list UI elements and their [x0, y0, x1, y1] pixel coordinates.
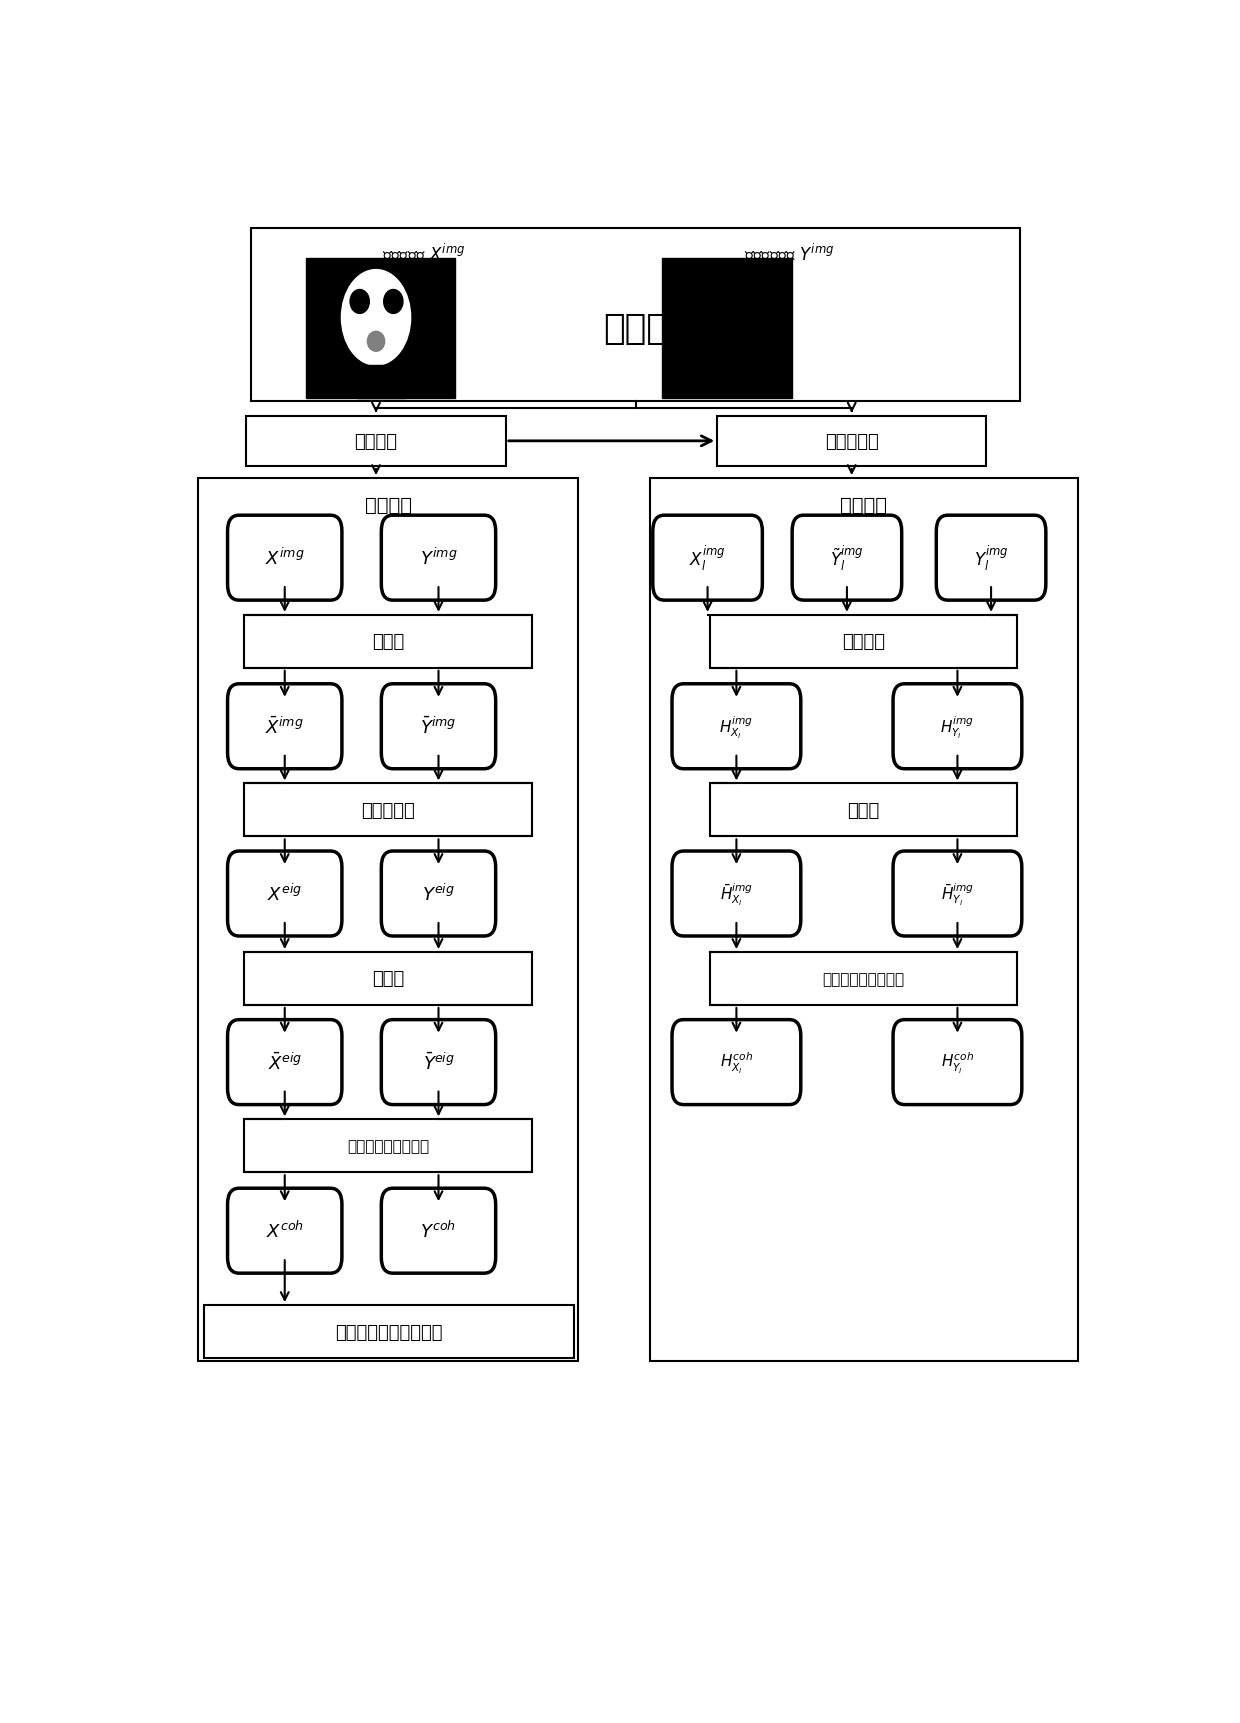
Text: 局部细化: 局部细化	[841, 496, 888, 515]
Text: $H^{img}_{Y_l}$: $H^{img}_{Y_l}$	[940, 713, 975, 741]
Text: $Y^{coh}$: $Y^{coh}$	[420, 1220, 456, 1242]
FancyBboxPatch shape	[652, 515, 763, 601]
FancyBboxPatch shape	[382, 851, 496, 936]
Text: $\bar{H}^{img}_{X_l}$: $\bar{H}^{img}_{X_l}$	[719, 880, 753, 908]
Text: 计算残差: 计算残差	[842, 632, 885, 651]
FancyBboxPatch shape	[893, 1020, 1022, 1104]
FancyBboxPatch shape	[198, 479, 578, 1361]
FancyBboxPatch shape	[792, 515, 901, 601]
FancyBboxPatch shape	[228, 1189, 342, 1273]
Ellipse shape	[383, 291, 403, 314]
FancyBboxPatch shape	[203, 1306, 574, 1358]
FancyBboxPatch shape	[244, 784, 532, 837]
Text: $Y^{eig}$: $Y^{eig}$	[422, 884, 455, 905]
FancyBboxPatch shape	[711, 784, 1018, 837]
FancyBboxPatch shape	[936, 515, 1045, 601]
Ellipse shape	[350, 291, 370, 314]
Text: $\bar{X}^{img}$: $\bar{X}^{img}$	[265, 717, 304, 737]
FancyBboxPatch shape	[893, 684, 1022, 768]
Text: $X^{eig}$: $X^{eig}$	[267, 884, 303, 905]
Text: $X^{img}$: $X^{img}$	[265, 548, 305, 569]
FancyBboxPatch shape	[672, 1020, 801, 1104]
Text: $\bar{Y}^{eig}$: $\bar{Y}^{eig}$	[423, 1053, 455, 1073]
Text: 中心化: 中心化	[372, 970, 404, 987]
Text: 中心化: 中心化	[372, 632, 404, 651]
Text: 数据集: 数据集	[603, 312, 668, 346]
Text: 主分量分析: 主分量分析	[361, 801, 415, 820]
Text: $\tilde{Y}^{img}_{l}$: $\tilde{Y}^{img}_{l}$	[830, 544, 864, 572]
FancyBboxPatch shape	[306, 258, 455, 398]
FancyBboxPatch shape	[228, 515, 342, 601]
FancyBboxPatch shape	[357, 365, 404, 398]
Text: $Y^{img}_{l}$: $Y^{img}_{l}$	[973, 544, 1008, 572]
FancyBboxPatch shape	[244, 1120, 532, 1173]
FancyBboxPatch shape	[382, 515, 496, 601]
Text: $H^{coh}_{X_l}$: $H^{coh}_{X_l}$	[720, 1049, 753, 1075]
FancyBboxPatch shape	[250, 229, 1019, 401]
FancyBboxPatch shape	[382, 684, 496, 768]
FancyBboxPatch shape	[228, 1020, 342, 1104]
Ellipse shape	[367, 333, 384, 351]
Text: $Y^{img}$: $Y^{img}$	[419, 548, 458, 569]
FancyBboxPatch shape	[672, 684, 801, 768]
FancyBboxPatch shape	[672, 851, 801, 936]
Text: 可见光谱数据 $Y^{img}$: 可见光谱数据 $Y^{img}$	[744, 243, 835, 264]
Text: 重建全局可见光谱图像: 重建全局可见光谱图像	[335, 1323, 443, 1340]
Text: $\bar{H}^{img}_{Y_l}$: $\bar{H}^{img}_{Y_l}$	[941, 880, 975, 908]
FancyBboxPatch shape	[650, 479, 1078, 1361]
Text: 核稀疏典型相关分析: 核稀疏典型相关分析	[347, 1139, 429, 1154]
FancyBboxPatch shape	[228, 684, 342, 768]
FancyBboxPatch shape	[244, 953, 532, 1006]
Text: 中心化: 中心化	[848, 801, 880, 820]
FancyBboxPatch shape	[662, 258, 791, 398]
FancyBboxPatch shape	[711, 953, 1018, 1006]
Text: $X^{coh}$: $X^{coh}$	[265, 1220, 304, 1242]
Text: 全局图像: 全局图像	[355, 432, 398, 451]
Text: $H^{coh}_{Y_l}$: $H^{coh}_{Y_l}$	[941, 1049, 973, 1075]
Text: 核稀疏典型相关分析: 核稀疏典型相关分析	[822, 972, 905, 986]
Text: 局部图像块: 局部图像块	[825, 432, 879, 451]
FancyBboxPatch shape	[382, 1189, 496, 1273]
FancyBboxPatch shape	[382, 1020, 496, 1104]
FancyBboxPatch shape	[247, 417, 506, 467]
FancyBboxPatch shape	[893, 851, 1022, 936]
FancyBboxPatch shape	[228, 851, 342, 936]
FancyBboxPatch shape	[711, 615, 1018, 669]
FancyBboxPatch shape	[244, 615, 532, 669]
Ellipse shape	[341, 271, 410, 365]
Text: $\bar{X}^{eig}$: $\bar{X}^{eig}$	[268, 1053, 301, 1073]
Text: $\bar{Y}^{img}$: $\bar{Y}^{img}$	[420, 717, 456, 737]
FancyBboxPatch shape	[717, 417, 986, 467]
Text: 热光谱数据 $X^{img}$: 热光谱数据 $X^{img}$	[382, 243, 466, 264]
Text: $X^{img}_{l}$: $X^{img}_{l}$	[689, 544, 725, 572]
Text: $H^{img}_{X_l}$: $H^{img}_{X_l}$	[719, 713, 754, 741]
Text: 全局重建: 全局重建	[365, 496, 412, 515]
